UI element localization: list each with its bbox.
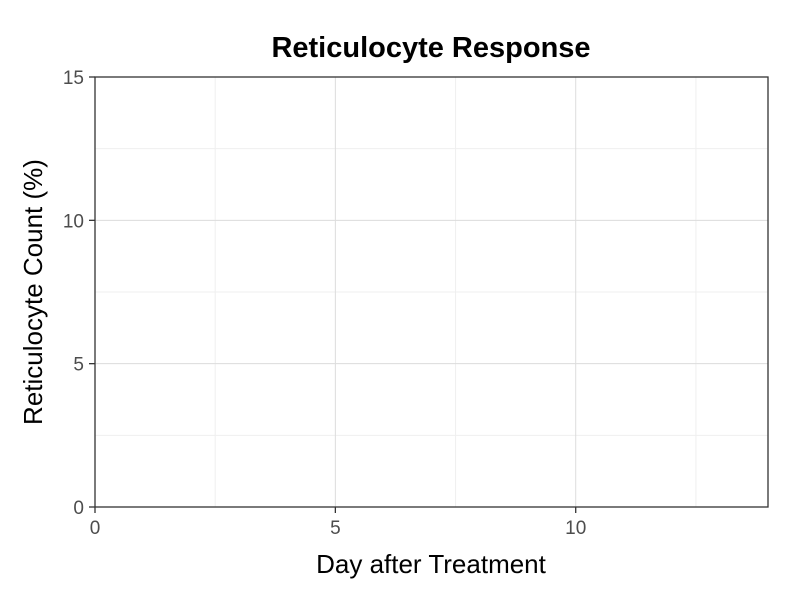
x-tick-label-2: 10 [565, 518, 586, 539]
chart-title: Reticulocyte Response [271, 32, 590, 64]
x-tick-label-1: 5 [330, 518, 341, 539]
y-tick-label-1: 5 [73, 355, 84, 376]
x-axis-ticks: 0 5 10 [90, 507, 586, 539]
x-axis-title: Day after Treatment [316, 549, 547, 579]
y-tick-label-3: 15 [63, 68, 84, 89]
y-tick-label-2: 10 [63, 211, 84, 232]
y-axis-ticks: 0 5 10 15 [63, 68, 95, 519]
y-tick-label-0: 0 [73, 498, 84, 519]
minor-gridlines [95, 77, 768, 507]
plot-panel-border [94, 76, 769, 508]
y-axis-title: Reticulocyte Count (%) [18, 159, 48, 425]
x-tick-label-0: 0 [90, 518, 101, 539]
